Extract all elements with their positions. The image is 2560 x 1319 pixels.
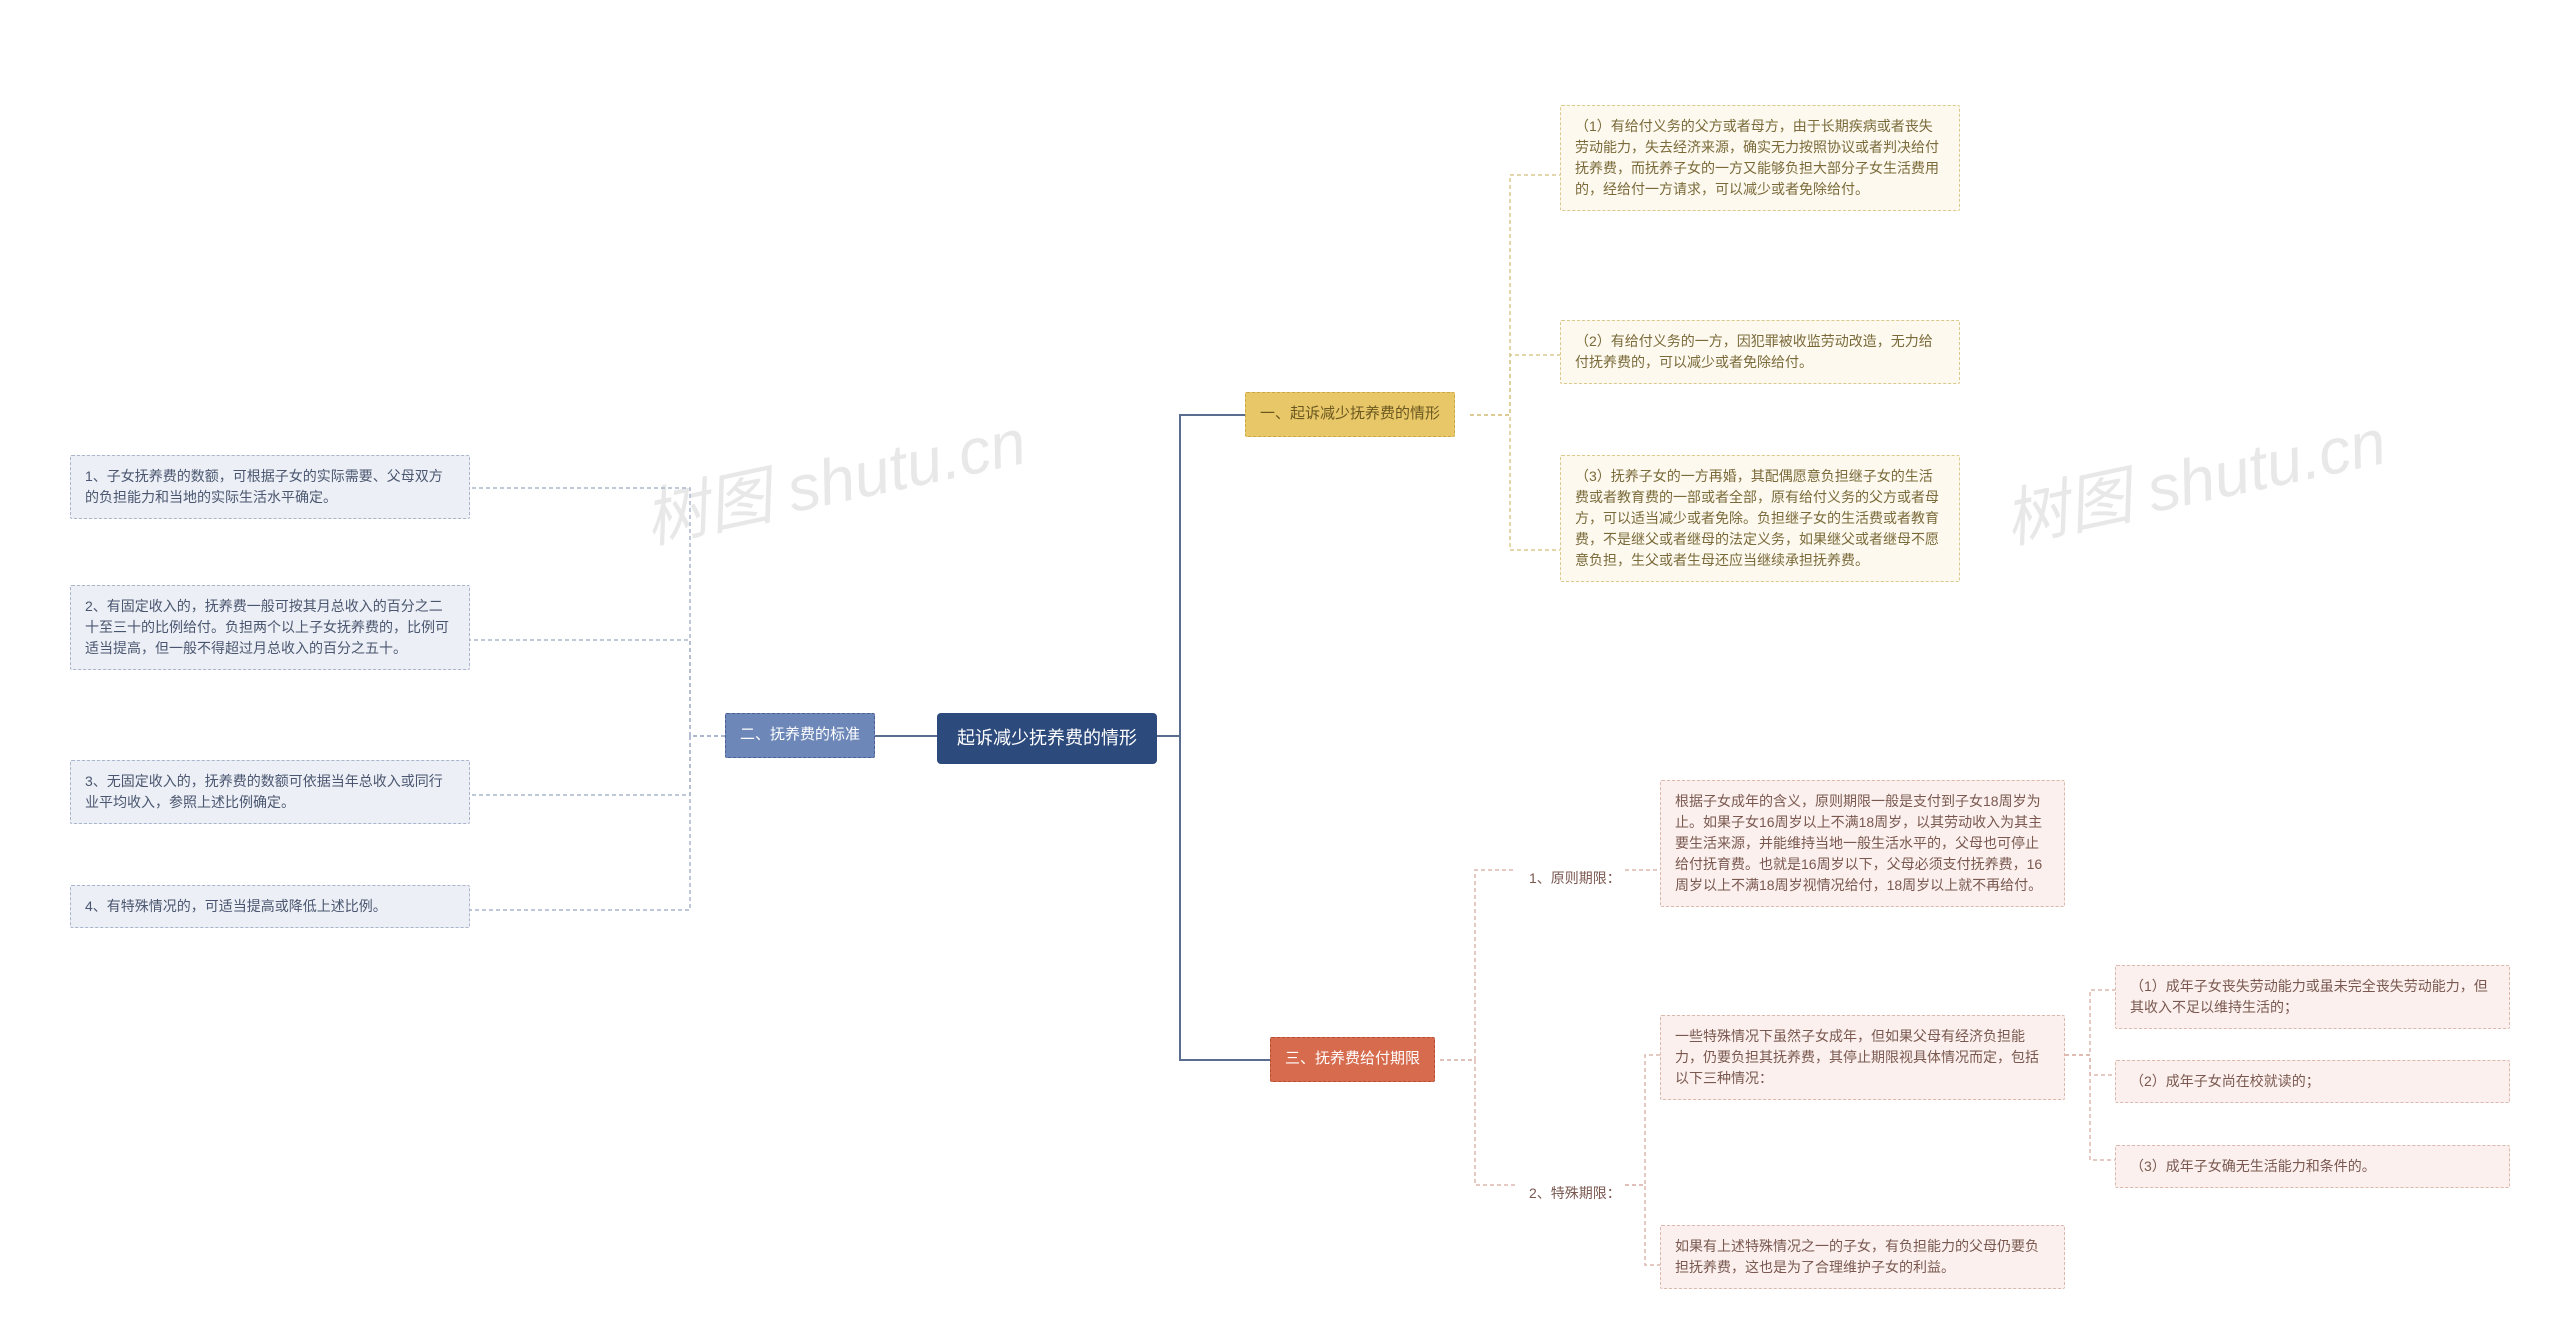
branch-2-leaf-3: 3、无固定收入的，抚养费的数额可依据当年总收入或同行业平均收入，参照上述比例确定… <box>70 760 470 824</box>
branch-2-leaf-4: 4、有特殊情况的，可适当提高或降低上述比例。 <box>70 885 470 928</box>
branch-3-sub2-case-2: （2）成年子女尚在校就读的； <box>2115 1060 2510 1103</box>
root-node: 起诉减少抚养费的情形 <box>937 713 1157 764</box>
branch-1-leaf-2: （2）有给付义务的一方，因犯罪被收监劳动改造，无力给付抚养费的，可以减少或者免除… <box>1560 320 1960 384</box>
branch-3-sub2-label: 2、特殊期限： <box>1515 1173 1635 1214</box>
branch-1-leaf-1: （1）有给付义务的父方或者母方，由于长期疾病或者丧失劳动能力，失去经济来源，确实… <box>1560 105 1960 211</box>
branch-3-sub2-detail2: 如果有上述特殊情况之一的子女，有负担能力的父母仍要负担抚养费，这也是为了合理维护… <box>1660 1225 2065 1289</box>
branch-2-leaf-1: 1、子女抚养费的数额，可根据子女的实际需要、父母双方的负担能力和当地的实际生活水… <box>70 455 470 519</box>
branch-2-title: 二、抚养费的标准 <box>725 713 875 758</box>
branch-3-sub2-case-3: （3）成年子女确无生活能力和条件的。 <box>2115 1145 2510 1188</box>
branch-3-sub1-detail: 根据子女成年的含义，原则期限一般是支付到子女18周岁为止。如果子女16周岁以上不… <box>1660 780 2065 907</box>
watermark-1: 树图 shutu.cn <box>635 391 1033 562</box>
branch-1-leaf-3: （3）抚养子女的一方再婚，其配偶愿意负担继子女的生活费或者教育费的一部或者全部，… <box>1560 455 1960 582</box>
branch-1-title: 一、起诉减少抚养费的情形 <box>1245 392 1455 437</box>
branch-3-sub2-case-1: （1）成年子女丧失劳动能力或虽未完全丧失劳动能力，但其收入不足以维持生活的； <box>2115 965 2510 1029</box>
branch-3-title: 三、抚养费给付期限 <box>1270 1037 1435 1082</box>
branch-3-sub2-detail1: 一些特殊情况下虽然子女成年，但如果父母有经济负担能力，仍要负担其抚养费，其停止期… <box>1660 1015 2065 1100</box>
watermark-2: 树图 shutu.cn <box>1995 391 2393 562</box>
branch-2-leaf-2: 2、有固定收入的，抚养费一般可按其月总收入的百分之二十至三十的比例给付。负担两个… <box>70 585 470 670</box>
branch-3-sub1-label: 1、原则期限： <box>1515 858 1635 899</box>
